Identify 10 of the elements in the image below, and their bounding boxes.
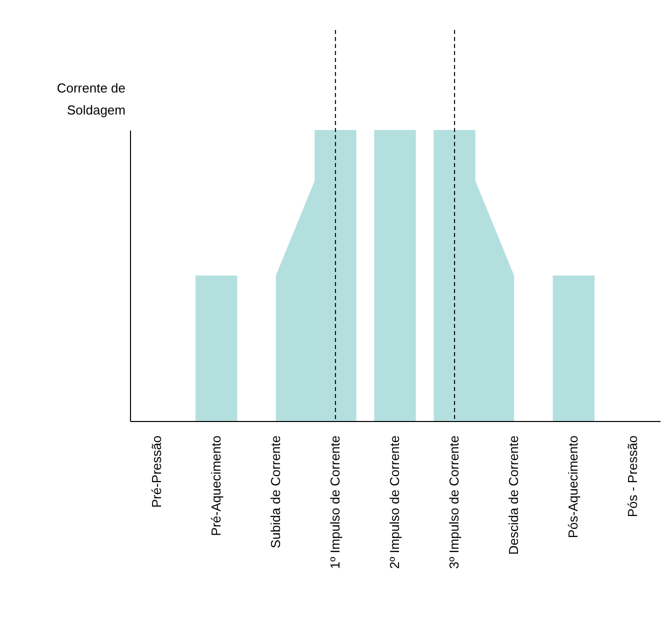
x-tick-label: Descida de Corrente — [506, 436, 522, 555]
x-tick-label: 3º Impulso de Corrente — [446, 436, 462, 569]
x-tick-label: 2º Impulso de Corrente — [387, 436, 402, 569]
x-tick-label: 1º Impulso de Corrente — [327, 436, 342, 569]
x-tick-label: Subida de Corrente — [268, 436, 283, 548]
y-axis-title: Corrente de Soldagem — [56, 80, 126, 118]
x-tick-label: Pós-Aquecimento — [566, 436, 581, 538]
x-tick-label: Pós - Pressão — [625, 436, 640, 518]
x-tick-label: Pré-Pressão — [148, 436, 164, 508]
x-tick-label: Pré-Aquecimento — [208, 436, 224, 536]
